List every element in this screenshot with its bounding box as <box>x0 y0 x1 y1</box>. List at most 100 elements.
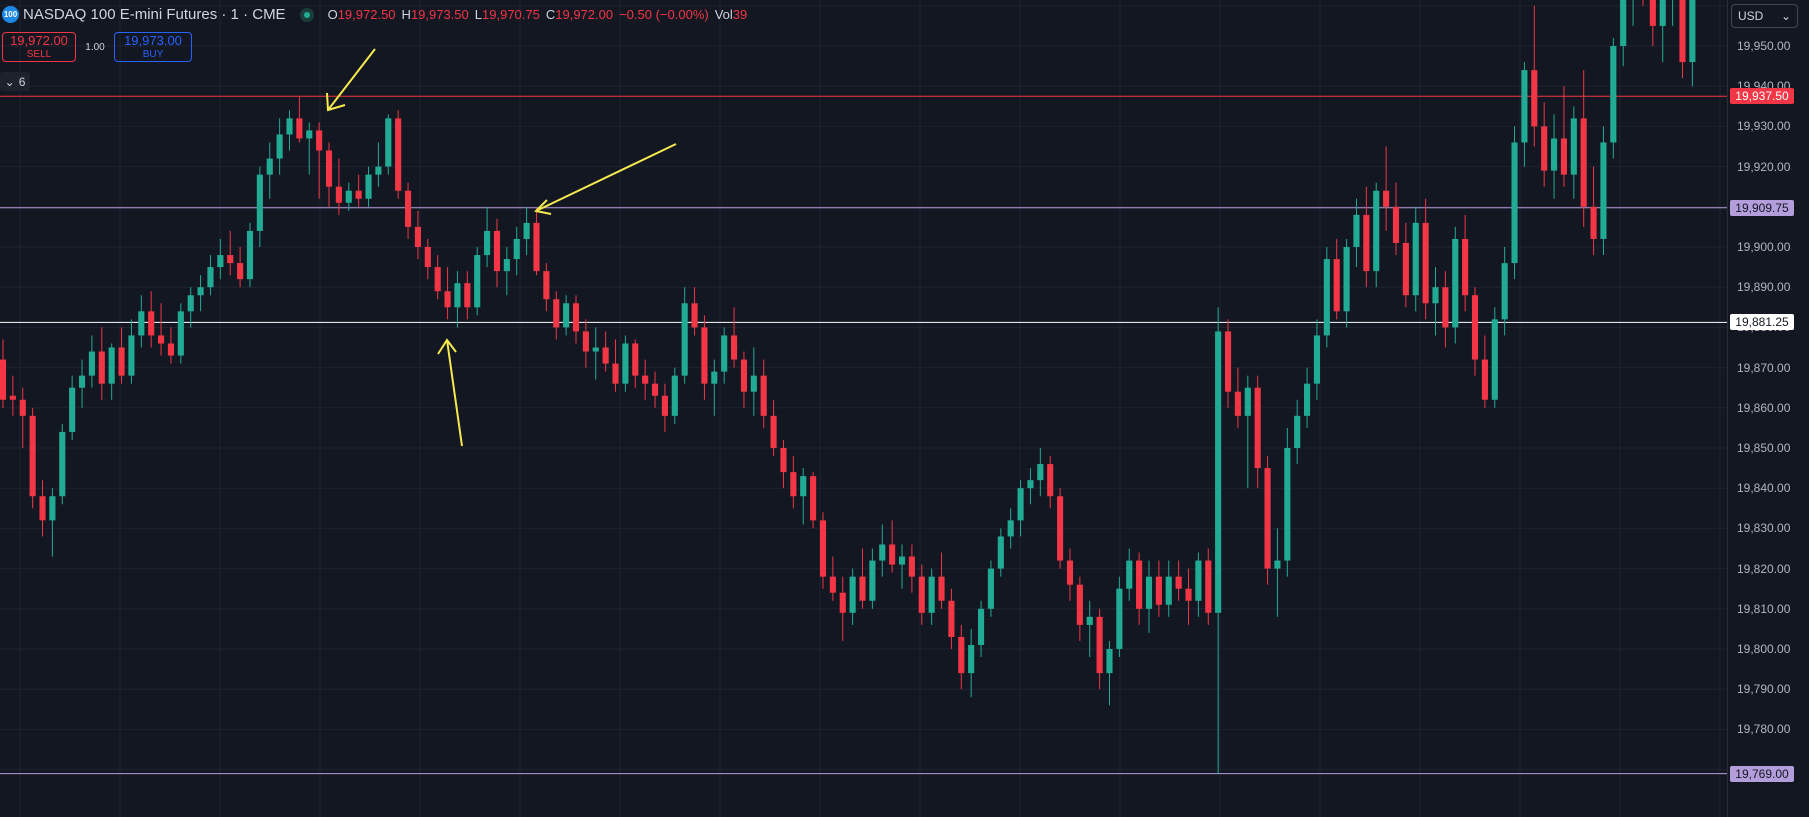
candle-body <box>572 303 580 332</box>
candle-body <box>78 375 86 388</box>
ohlc-key: Vol <box>714 7 733 22</box>
candle <box>9 375 16 416</box>
candle-body <box>938 576 945 601</box>
candle <box>642 359 649 400</box>
candle <box>207 255 214 296</box>
candle-body <box>839 592 846 613</box>
candle <box>1412 206 1419 312</box>
buy-button[interactable]: 19,973.00 BUY <box>114 32 192 62</box>
candle <box>345 182 352 211</box>
candle-body <box>1560 138 1567 175</box>
candle <box>1560 86 1567 187</box>
candle-body <box>1066 560 1074 585</box>
price-tick: 19,870.00 <box>1737 360 1791 375</box>
candle <box>434 255 441 300</box>
candle <box>968 628 975 698</box>
candle-body <box>533 222 540 272</box>
candle <box>997 528 1004 577</box>
candle-body <box>98 351 105 384</box>
candle <box>1422 198 1429 320</box>
candle <box>908 544 915 593</box>
candle <box>355 174 362 207</box>
candle-body <box>1313 335 1321 384</box>
candle <box>1205 548 1212 625</box>
candle <box>1175 560 1182 601</box>
currency-value: USD <box>1738 9 1764 23</box>
candle-body <box>88 351 95 376</box>
price-label-19769[interactable]: 19,769.00 <box>1730 765 1794 782</box>
candle-body <box>750 375 757 392</box>
candle <box>1057 488 1064 569</box>
ohlc-key: H <box>401 7 411 22</box>
candle <box>1511 126 1518 280</box>
ohlc-value: 19,972.00 <box>555 7 614 22</box>
candle-body <box>167 343 175 356</box>
currency-select[interactable]: USD ⌄ <box>1731 4 1798 28</box>
candle <box>721 327 728 384</box>
candle <box>553 291 560 340</box>
candle-body <box>276 134 283 159</box>
candle-body <box>424 247 431 268</box>
candle-body <box>1689 0 1696 63</box>
candle <box>1116 576 1123 658</box>
candle <box>395 110 402 199</box>
candle <box>335 158 342 215</box>
ohlc-value: 19,972.50 <box>337 7 396 22</box>
candle-body <box>1363 214 1370 272</box>
arrow-annotation-2[interactable] <box>533 143 677 215</box>
candle-body <box>1294 415 1301 448</box>
candle <box>1590 166 1597 256</box>
candle-body <box>790 472 797 497</box>
candle-body <box>1412 222 1419 296</box>
candle <box>1363 186 1370 288</box>
arrow-annotation-3[interactable] <box>437 338 463 447</box>
price-axis[interactable] <box>1727 0 1809 817</box>
price-label-19909[interactable]: 19,909.75 <box>1730 199 1794 216</box>
candle-body <box>1659 0 1666 26</box>
candle <box>1244 375 1251 489</box>
candle <box>167 327 175 364</box>
indicators-collapse-button[interactable]: ⌄ 6 <box>0 72 30 91</box>
arrow-annotation-1[interactable] <box>326 48 376 112</box>
candle-body <box>39 496 46 521</box>
sell-button[interactable]: 19,972.00 SELL <box>2 32 76 62</box>
candle <box>928 568 935 625</box>
price-label-19881[interactable]: 19,881.25 <box>1730 314 1794 331</box>
candle-body <box>286 118 293 135</box>
candle <box>237 247 244 288</box>
price-tick: 19,860.00 <box>1737 400 1791 415</box>
annotation-arrows[interactable] <box>326 48 677 447</box>
candle-body <box>780 448 787 473</box>
candle-body <box>869 560 876 601</box>
candle-body <box>1165 576 1172 605</box>
candle-body <box>296 118 303 139</box>
candle-body <box>128 335 135 376</box>
candle-body <box>1224 331 1232 392</box>
candle <box>1254 375 1261 489</box>
candle <box>632 339 639 388</box>
price-tick: 19,850.00 <box>1737 441 1791 455</box>
candle-body <box>1353 214 1360 247</box>
candle-body <box>849 576 856 613</box>
candle <box>78 359 86 408</box>
candle <box>108 343 115 400</box>
candle <box>316 122 323 199</box>
candle <box>187 287 194 328</box>
candle-body <box>582 331 589 352</box>
candle-body <box>108 347 115 384</box>
symbol-title[interactable]: NASDAQ 100 E-mini Futures · 1 · CME <box>23 6 286 23</box>
candle <box>1185 568 1192 625</box>
price-label-19937[interactable]: 19,937.50 <box>1730 88 1794 105</box>
candle <box>1462 214 1469 312</box>
candle-body <box>760 375 767 416</box>
candle <box>1541 102 1548 187</box>
candle <box>484 206 491 268</box>
candle-body <box>148 311 155 336</box>
candlestick-chart[interactable] <box>0 0 1727 817</box>
candle <box>0 339 7 408</box>
candle-body <box>1610 46 1617 143</box>
candle <box>691 287 698 336</box>
candle-body <box>464 283 471 308</box>
market-status-icon[interactable] <box>299 7 314 22</box>
candle-body <box>266 158 273 175</box>
